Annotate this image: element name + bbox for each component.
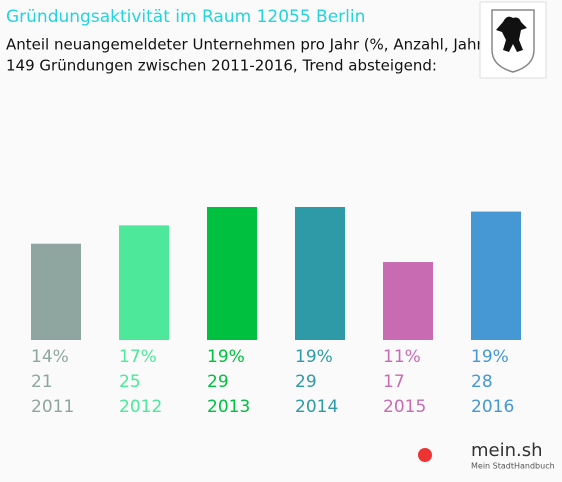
value-label: 21	[31, 372, 53, 392]
value-label: 29	[207, 372, 229, 392]
share-label: 19%	[295, 347, 333, 367]
bar	[119, 225, 169, 340]
x-tick-label: 2014	[295, 397, 338, 417]
value-label: 25	[119, 372, 141, 392]
chart-subtitle: Anteil neuangemeldeter Unternehmen pro J…	[6, 36, 489, 54]
crest	[479, 1, 547, 79]
share-label: 19%	[207, 347, 245, 367]
share-label: 17%	[119, 347, 157, 367]
x-tick-label: 2016	[471, 397, 514, 417]
brand-logo: mein.sh	[471, 440, 543, 461]
bar	[207, 207, 257, 340]
value-label: 28	[471, 372, 493, 392]
value-label: 29	[295, 372, 317, 392]
bar	[295, 207, 345, 340]
x-tick-label: 2015	[383, 397, 426, 417]
brand-icon	[418, 448, 432, 462]
value-label: 17	[383, 372, 405, 392]
bar	[383, 262, 433, 340]
x-tick-label: 2011	[31, 397, 74, 417]
x-tick-label: 2012	[119, 397, 162, 417]
share-label: 14%	[31, 347, 69, 367]
x-tick-label: 2013	[207, 397, 250, 417]
bar	[31, 243, 81, 340]
chart-title: Gründungsaktivität im Raum 12055 Berlin	[6, 7, 365, 27]
bar	[471, 211, 521, 340]
share-label: 11%	[383, 347, 421, 367]
brand-tagline: Mein StadtHandbuch	[471, 462, 555, 471]
share-label: 19%	[471, 347, 509, 367]
chart-subtitle: 149 Gründungen zwischen 2011-2016, Trend…	[6, 57, 437, 75]
